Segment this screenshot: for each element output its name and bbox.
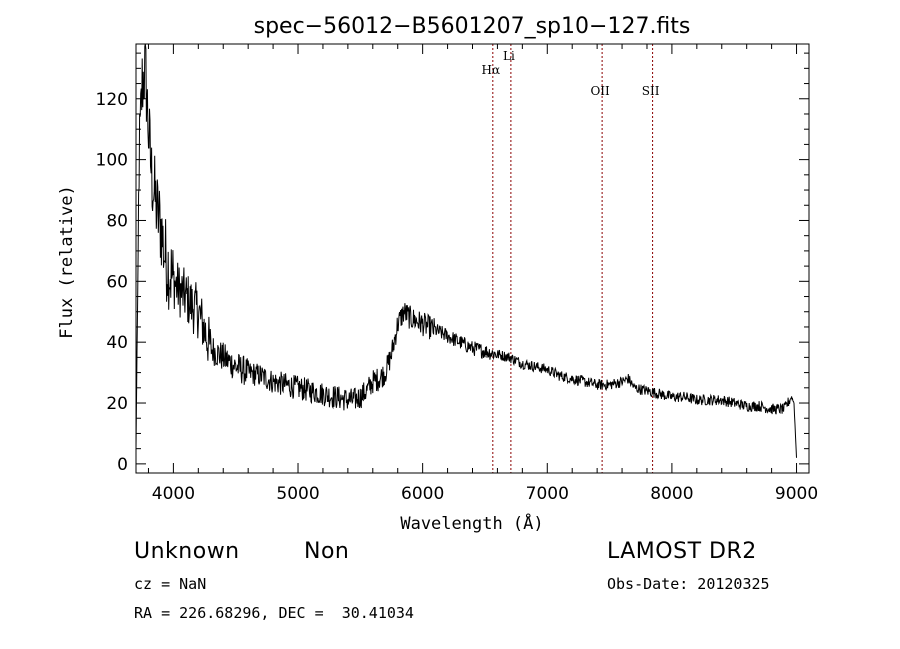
plot-frame xyxy=(135,43,810,474)
obs-date-label: Obs-Date: 20120325 xyxy=(607,575,770,593)
y-tick-label: 100 xyxy=(96,151,128,171)
y-tick-label: 20 xyxy=(106,394,128,414)
x-tick-label: 7000 xyxy=(526,484,569,504)
x-tick-label: 4000 xyxy=(152,484,195,504)
y-tick-label: 80 xyxy=(106,211,128,231)
y-tick-label: 120 xyxy=(96,90,128,110)
x-tick-label: 8000 xyxy=(650,484,693,504)
y-tick-label: 60 xyxy=(106,272,128,292)
marker-label: Li xyxy=(503,49,515,63)
axis-ticks: 4000 5000 6000 7000 8000 9000 0 20 40 60 80 100 120 xyxy=(96,44,818,504)
chart-title: spec−56012−B5601207_sp10−127.fits xyxy=(254,14,691,39)
marker-label: Hα xyxy=(482,63,501,77)
subclass-label: Non xyxy=(304,539,350,564)
marker-label: OII xyxy=(590,84,610,98)
x-axis-label: Wavelength (Å) xyxy=(400,512,543,534)
marker-label: SII xyxy=(642,84,660,98)
y-tick-label: 40 xyxy=(106,333,128,353)
redshift-label: cz = NaN xyxy=(134,575,207,593)
spectrum-line xyxy=(135,43,797,458)
x-tick-label: 6000 xyxy=(401,484,444,504)
y-tick-label: 0 xyxy=(117,455,128,475)
y-axis-label: Flux (relative) xyxy=(57,185,77,339)
coordinates-label: RA = 226.68296, DEC = 30.41034 xyxy=(134,604,414,622)
x-tick-label: 9000 xyxy=(775,484,818,504)
x-tick-label: 5000 xyxy=(276,484,319,504)
class-label: Unknown xyxy=(134,539,240,564)
survey-label: LAMOST DR2 xyxy=(607,539,757,564)
